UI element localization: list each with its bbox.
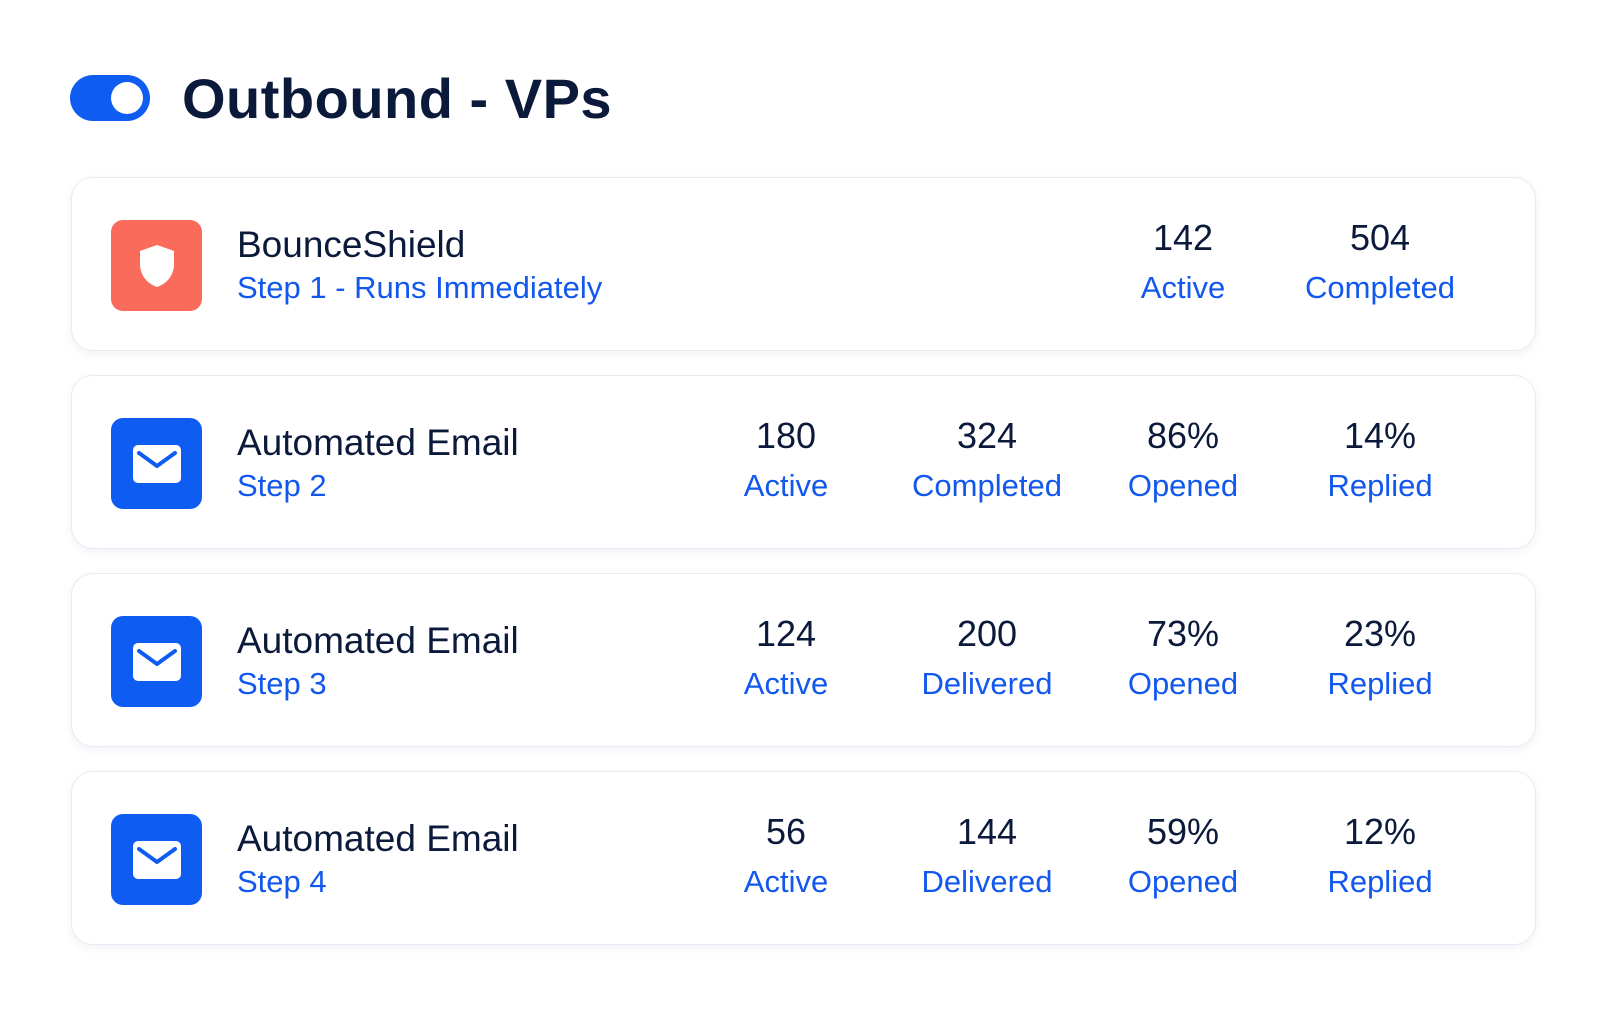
stat-value: 12% bbox=[1343, 811, 1417, 852]
stat-label: Active bbox=[1140, 270, 1226, 305]
stat-label: Replied bbox=[1327, 666, 1433, 701]
stat-label: Active bbox=[743, 666, 829, 701]
email-tile bbox=[111, 814, 202, 905]
stat-replied: 14% Replied bbox=[1280, 412, 1480, 506]
page-title: Outbound - VPs bbox=[182, 66, 613, 130]
step-name: Automated Email bbox=[237, 422, 519, 463]
shield-icon bbox=[139, 244, 174, 287]
page-header: Outbound - VPs bbox=[70, 58, 612, 138]
email-tile bbox=[111, 616, 202, 707]
stat-label: Delivered bbox=[921, 864, 1053, 899]
stat-opened: 59% Opened bbox=[1083, 808, 1283, 902]
step-card-email-3[interactable]: Automated Email Step 3 124 Active 200 De… bbox=[71, 573, 1536, 747]
stat-value: 124 bbox=[755, 613, 817, 654]
stat-replied: 23% Replied bbox=[1280, 610, 1480, 704]
stat-delivered: 200 Delivered bbox=[887, 610, 1087, 704]
stat-active: 124 Active bbox=[686, 610, 886, 704]
sequence-enabled-toggle[interactable] bbox=[70, 75, 150, 121]
email-tile bbox=[111, 418, 202, 509]
stat-value: 180 bbox=[755, 415, 817, 456]
stat-value: 200 bbox=[956, 613, 1018, 654]
step-label: Step 2 bbox=[237, 468, 327, 503]
step-name: Automated Email bbox=[237, 818, 519, 859]
stat-value: 14% bbox=[1343, 415, 1417, 456]
mail-icon bbox=[132, 642, 181, 681]
step-label: Step 4 bbox=[237, 864, 327, 899]
stat-opened: 86% Opened bbox=[1083, 412, 1283, 506]
step-label: Step 1 - Runs Immediately bbox=[237, 270, 603, 305]
stat-delivered: 144 Delivered bbox=[887, 808, 1087, 902]
mail-icon bbox=[132, 840, 181, 879]
stat-replied: 12% Replied bbox=[1280, 808, 1480, 902]
stat-label: Completed bbox=[1305, 270, 1455, 305]
stat-value: 324 bbox=[956, 415, 1018, 456]
step-card-email-4[interactable]: Automated Email Step 4 56 Active 144 Del… bbox=[71, 771, 1536, 945]
stat-label: Active bbox=[743, 468, 829, 503]
stat-completed: 324 Completed bbox=[887, 412, 1087, 506]
stat-label: Opened bbox=[1127, 666, 1239, 701]
mail-icon bbox=[132, 444, 181, 483]
stat-value: 144 bbox=[956, 811, 1018, 852]
stat-label: Delivered bbox=[921, 666, 1053, 701]
step-name: BounceShield bbox=[237, 224, 466, 265]
stat-active: 142 Active bbox=[1083, 214, 1283, 308]
stat-label: Replied bbox=[1327, 468, 1433, 503]
step-label: Step 3 bbox=[237, 666, 327, 701]
stat-label: Completed bbox=[912, 468, 1062, 503]
stat-value: 86% bbox=[1146, 415, 1220, 456]
step-card-bounceshield[interactable]: BounceShield Step 1 - Runs Immediately 1… bbox=[71, 177, 1536, 351]
stat-value: 23% bbox=[1343, 613, 1417, 654]
step-info: BounceShield Step 1 - Runs Immediately bbox=[237, 222, 602, 308]
step-info: Automated Email Step 3 bbox=[237, 618, 519, 704]
stat-value: 73% bbox=[1146, 613, 1220, 654]
stat-value: 504 bbox=[1349, 217, 1411, 258]
stat-value: 142 bbox=[1152, 217, 1214, 258]
stat-label: Active bbox=[743, 864, 829, 899]
stat-label: Opened bbox=[1127, 468, 1239, 503]
toggle-knob bbox=[111, 82, 143, 114]
stat-value: 56 bbox=[765, 811, 807, 852]
step-card-email-2[interactable]: Automated Email Step 2 180 Active 324 Co… bbox=[71, 375, 1536, 549]
step-info: Automated Email Step 2 bbox=[237, 420, 519, 506]
stat-label: Opened bbox=[1127, 864, 1239, 899]
step-info: Automated Email Step 4 bbox=[237, 816, 519, 902]
stat-completed: 504 Completed bbox=[1280, 214, 1480, 308]
stat-active: 180 Active bbox=[686, 412, 886, 506]
stat-label: Replied bbox=[1327, 864, 1433, 899]
stat-value: 59% bbox=[1146, 811, 1220, 852]
bounceshield-tile bbox=[111, 220, 202, 311]
stat-opened: 73% Opened bbox=[1083, 610, 1283, 704]
stat-active: 56 Active bbox=[686, 808, 886, 902]
step-name: Automated Email bbox=[237, 620, 519, 661]
